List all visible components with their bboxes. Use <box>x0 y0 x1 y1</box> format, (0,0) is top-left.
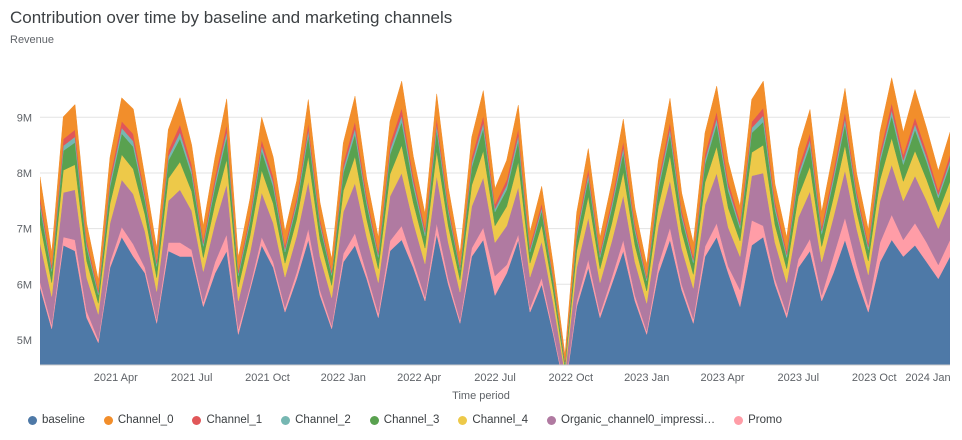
x-tick-label: 2023 Jul <box>778 372 820 384</box>
x-tick-label: 2023 Apr <box>700 372 744 384</box>
legend-dot-icon <box>28 415 37 425</box>
y-tick-label: 6M <box>17 279 32 291</box>
legend-label: baseline <box>42 414 85 426</box>
x-tick-label: 2021 Jul <box>171 372 213 384</box>
legend-label: Organic_channel0_impressi… <box>561 414 716 426</box>
legend-item-channel-1[interactable]: Channel_1 <box>192 414 262 426</box>
legend: baseline Channel_0 Channel_1 Channel_2 Chann… <box>28 414 782 426</box>
legend-item-organic-channel0-impressi-[interactable]: Organic_channel0_impressi… <box>547 414 715 426</box>
legend-item-channel-0[interactable]: Channel_0 <box>103 414 174 426</box>
y-tick-label: 7M <box>17 224 32 236</box>
legend-item-baseline[interactable]: baseline <box>28 414 85 426</box>
legend-item-channel-4[interactable]: Channel_4 <box>458 414 528 426</box>
stacked-area-chart[interactable]: 5M 6M 7M 8M 9M 2021 Apr 2021 Jul 2021 Oct 2022 J… <box>0 48 962 388</box>
x-axis-title: Time period <box>452 390 510 402</box>
legend-dot-icon <box>458 415 468 425</box>
x-tick-label: 2022 Jan <box>321 372 366 384</box>
legend-dot-icon <box>369 415 379 425</box>
x-tick-labels: 2021 Apr 2021 Jul 2021 Oct 2022 Jan 2022 Apr… <box>94 372 951 384</box>
legend-dot-icon <box>734 415 744 425</box>
legend-dot-icon <box>103 415 113 425</box>
legend-dot-icon <box>281 415 291 425</box>
legend-item-channel-2[interactable]: Channel_2 <box>281 414 351 426</box>
page-title: Contribution over time by baseline and m… <box>10 8 453 27</box>
x-tick-label: 2022 Jul <box>474 372 516 384</box>
legend-label: Channel_3 <box>383 414 440 426</box>
y-tick-label: 9M <box>17 112 32 124</box>
legend-dot-icon <box>192 415 202 425</box>
y-axis-title: Revenue <box>10 34 55 46</box>
legend-dot-icon <box>547 415 557 425</box>
x-tick-label: 2021 Oct <box>245 372 290 384</box>
area-series-channel-0[interactable] <box>40 77 950 361</box>
x-tick-label: 2023 Jan <box>624 372 669 384</box>
x-tick-label: 2022 Apr <box>397 372 441 384</box>
legend-item-promo[interactable]: Promo <box>734 414 782 426</box>
x-tick-label: 2021 Apr <box>94 372 138 384</box>
y-tick-label: 5M <box>17 335 32 347</box>
y-tick-label: 8M <box>17 168 32 180</box>
x-tick-label: 2024 Jan <box>905 372 950 384</box>
legend-label: Promo <box>748 414 782 426</box>
x-tick-label: 2022 Oct <box>548 372 593 384</box>
x-tick-label: 2023 Oct <box>852 372 897 384</box>
legend-label: Channel_0 <box>117 414 174 426</box>
area-series-group[interactable] <box>40 77 950 388</box>
legend-label: Channel_2 <box>295 414 351 426</box>
legend-label: Channel_4 <box>472 414 529 426</box>
legend-item-channel-3[interactable]: Channel_3 <box>369 414 440 426</box>
legend-label: Channel_1 <box>206 414 263 426</box>
